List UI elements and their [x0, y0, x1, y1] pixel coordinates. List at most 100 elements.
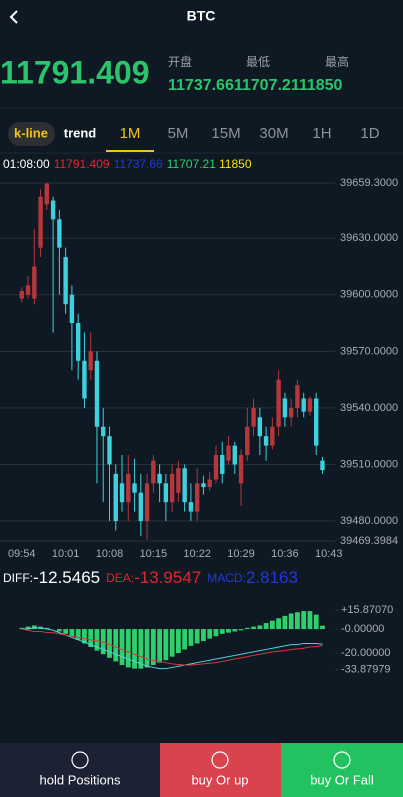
- button-label: hold Positions: [40, 772, 121, 787]
- interval-tab[interactable]: 1M: [120, 125, 141, 142]
- macd-bar: [269, 620, 275, 630]
- candle-body: [220, 455, 225, 474]
- macd-bar: [138, 629, 144, 669]
- y-tick-label: -20.00000: [341, 647, 391, 659]
- high-label: 最高: [325, 54, 349, 69]
- macd-bar: [100, 629, 106, 655]
- macd-bar: [238, 629, 244, 631]
- buy-up-button[interactable]: [160, 743, 281, 797]
- info-row: 01:08:00 11791.409 11737.66 11707.21 11850: [3, 157, 252, 171]
- x-tick-label: 10:29: [227, 548, 255, 560]
- candle-body: [194, 483, 200, 512]
- interval-tab[interactable]: 5M: [168, 125, 189, 142]
- y-tick-label: 39469.3984: [340, 535, 398, 547]
- macd-bar: [251, 626, 256, 630]
- interval-tab[interactable]: 1H: [312, 125, 331, 142]
- candle-body: [151, 460, 156, 484]
- candle-body: [257, 417, 263, 437]
- macd-bar: [163, 629, 169, 661]
- y-tick-label: 39659.3000: [340, 177, 398, 189]
- price-values: 11737.6611707.2111850: [168, 77, 343, 94]
- macd-bar: [288, 613, 294, 630]
- candle-body: [63, 257, 68, 305]
- macd-line: [21, 627, 323, 670]
- interval-tab[interactable]: 30M: [259, 125, 288, 142]
- mode-tab[interactable]: trend: [64, 125, 97, 140]
- x-tick-label: 10:22: [183, 548, 211, 560]
- candle-body: [251, 407, 256, 427]
- candle-body: [132, 483, 137, 493]
- candle-body: [307, 398, 313, 412]
- macd-bar: [150, 629, 156, 666]
- current-price: 11791.409: [0, 54, 150, 90]
- open-value: 11737.66: [168, 77, 234, 94]
- macd-bar: [194, 629, 200, 644]
- interval-tab[interactable]: 15M: [211, 125, 240, 142]
- macd-bar: [107, 629, 112, 658]
- macd-bar: [31, 625, 37, 630]
- macd-bar: [75, 629, 81, 640]
- macd-bar: [282, 615, 288, 630]
- candle-body: [82, 360, 87, 399]
- macd-bar: [119, 629, 125, 666]
- candle-body: [107, 436, 112, 465]
- hold-button[interactable]: [0, 743, 160, 797]
- macd-bar: [226, 629, 231, 633]
- candle-body: [75, 323, 81, 361]
- macd-bar: [63, 629, 69, 634]
- x-tick-label: 10:43: [315, 548, 343, 560]
- icon: [211, 751, 229, 769]
- macd-bar: [307, 611, 313, 630]
- macd-bar: [125, 629, 131, 668]
- macd-bar: [169, 629, 175, 657]
- macd-bar: [219, 629, 225, 634]
- mode-tab[interactable]: k-line: [14, 125, 48, 140]
- candle-body: [226, 445, 231, 461]
- back-button[interactable]: [9, 10, 18, 24]
- macd-bar: [175, 629, 181, 654]
- macd-bar: [276, 618, 282, 630]
- candle-body: [276, 379, 281, 427]
- candle-body: [69, 294, 75, 324]
- page-title: BTC: [187, 8, 216, 24]
- candle-body: [176, 468, 181, 493]
- x-tick-label: 10:08: [96, 548, 124, 560]
- buy-fall-button[interactable]: [281, 743, 403, 797]
- x-tick-label: 10:01: [52, 548, 80, 560]
- button-label: buy Or up: [191, 772, 248, 787]
- macd-bar: [320, 625, 325, 630]
- interval-tab[interactable]: 1D: [360, 125, 379, 142]
- candle-body: [213, 455, 219, 480]
- candle-body: [288, 407, 294, 418]
- icon: [333, 751, 351, 769]
- y-tick-label: -0.00000: [341, 623, 384, 635]
- y-tick-label: 39540.0000: [340, 402, 398, 414]
- legend-value: 2.8163: [246, 568, 298, 587]
- x-tick-label: 10:15: [140, 548, 168, 560]
- y-tick-label: 39480.0000: [340, 515, 398, 527]
- legend-value: -12.5465: [33, 568, 100, 587]
- macd-bar: [313, 614, 319, 630]
- low-label: 最低: [246, 55, 270, 69]
- y-tick-label: 39510.0000: [340, 458, 398, 470]
- candle-body: [138, 492, 144, 522]
- macd-bar: [207, 629, 213, 639]
- macd-bar: [88, 629, 94, 648]
- candle-body: [44, 183, 50, 205]
- info-value: 11850: [219, 157, 252, 171]
- candle-body: [188, 502, 194, 512]
- macd-bar: [213, 629, 219, 637]
- candle-body: [144, 483, 150, 522]
- info-value: 11707.21: [167, 157, 216, 171]
- macd-bar: [257, 625, 263, 630]
- macd-bar: [69, 629, 75, 637]
- mode-pill: [8, 122, 55, 146]
- y-tick-label: -33.87979: [341, 664, 391, 676]
- candle-body: [57, 219, 62, 248]
- macd-bar: [263, 623, 269, 630]
- candle-body: [301, 398, 306, 412]
- macd-bar: [244, 627, 250, 630]
- candle-body: [101, 426, 106, 437]
